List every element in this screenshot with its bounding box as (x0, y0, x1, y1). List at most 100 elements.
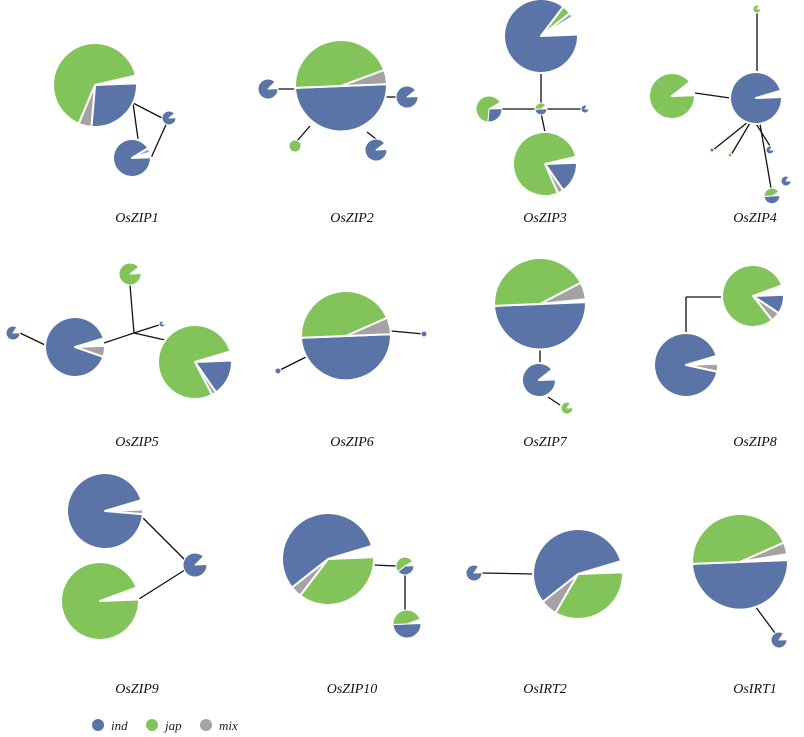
panel-label-osirt1: OsIRT1 (733, 682, 777, 697)
slice-jap (60, 561, 140, 641)
haplotype-node-osirt2-2 (465, 564, 483, 582)
slice-ind (729, 71, 783, 126)
haplotype-node-osirt1-1 (691, 513, 789, 611)
edge-oszip4-4 (759, 123, 772, 189)
slice-ind (66, 472, 144, 550)
edge-oszip7-2 (547, 396, 561, 406)
slice-jap (294, 39, 386, 89)
edge-oszip1-1 (132, 102, 163, 119)
slice-ind (653, 332, 719, 398)
slice-ind (364, 138, 388, 162)
haplotype-node-oszip3-2 (512, 131, 578, 197)
haplotype-node-oszip2-5 (288, 139, 302, 153)
panel-label-oszip8: OsZIP8 (733, 435, 777, 450)
slice-jap (691, 513, 785, 565)
haplotype-node-oszip6-2 (274, 367, 282, 375)
slice-ind (257, 78, 279, 100)
panel-label-oszip1: OsZIP1 (115, 211, 159, 226)
slice-ind (770, 631, 788, 649)
slice-jap (763, 187, 780, 197)
edge-oszip5-1 (19, 332, 46, 346)
haplotype-node-oszip3-3 (475, 95, 503, 123)
legend-swatch-jap (146, 719, 158, 731)
edge-oszip9-1 (142, 517, 189, 564)
panel-label-oszip9: OsZIP9 (115, 682, 159, 697)
slice-mix (345, 316, 392, 337)
slice-ind (763, 195, 781, 205)
haplotype-node-oszip6-1 (300, 290, 392, 382)
edge-oszip2-4 (296, 125, 311, 142)
legend-label-ind: ind (111, 718, 128, 733)
slice-ind (281, 512, 374, 589)
slice-ind (465, 564, 483, 582)
haplotype-node-oszip4-4 (765, 145, 775, 155)
haplotype-node-oszip5-1 (44, 316, 106, 378)
haplotype-node-osirt2-1 (532, 528, 624, 620)
haplotype-node-oszip9-2 (60, 561, 140, 641)
slice-ind (395, 85, 419, 109)
edge-oszip9-2 (138, 567, 189, 600)
slice-jap (721, 264, 784, 328)
panel-label-oszip6: OsZIP6 (330, 435, 374, 450)
slice-ind (580, 104, 590, 114)
slice-jap (118, 262, 142, 286)
slice-ind (691, 559, 789, 611)
slice-ind (182, 552, 208, 578)
edge-oszip10-1 (373, 564, 397, 567)
slice-ind (709, 147, 715, 153)
legend-label-mix: mix (219, 718, 238, 733)
slice-ind (5, 325, 21, 341)
haplotype-node-oszip2-4 (364, 138, 388, 162)
slice-ind (44, 316, 105, 378)
haplotype-node-oszip4-6 (780, 175, 792, 187)
slice-ind (90, 82, 138, 128)
legend-swatch-ind (92, 719, 104, 731)
legend-label-jap: jap (163, 718, 182, 733)
slice-ind (397, 565, 415, 576)
slice-ind (765, 145, 775, 155)
slice-jap (475, 95, 501, 123)
haplotype-node-oszip4-2 (648, 72, 696, 120)
panel-label-oszip5: OsZIP5 (115, 435, 159, 450)
slice-jap (299, 556, 375, 606)
slice-jap (288, 139, 302, 153)
panel-label-oszip3: OsZIP3 (523, 211, 567, 226)
haplotype-node-oszip10-1 (281, 512, 375, 606)
haplotype-node-oszip2-3 (395, 85, 419, 109)
slice-mix (540, 12, 574, 37)
legend: ind jap mix (92, 718, 238, 733)
slice-ind (532, 528, 623, 603)
haplotype-node-oszip4-3 (752, 4, 762, 14)
haplotype-node-oszip10-2 (395, 556, 415, 576)
slice-jap (648, 72, 696, 120)
haplotype-node-oszip5-2 (157, 324, 233, 400)
haplotype-nodes (5, 0, 792, 649)
haplotype-node-osirt1-2 (770, 631, 788, 649)
slice-ind (534, 108, 548, 116)
haplotype-node-oszip1-3 (161, 110, 177, 126)
haplotype-node-oszip2-1 (294, 39, 388, 133)
haplotype-node-oszip7-3 (560, 401, 574, 415)
edge-oszip5-5 (133, 332, 166, 341)
slice-ind (161, 110, 177, 126)
edge-oszip4-3 (754, 121, 771, 147)
legend-swatch-mix (200, 719, 212, 731)
haplotype-node-oszip4-8 (727, 152, 733, 158)
edge-osirt1-1 (754, 605, 776, 634)
haplotype-node-oszip4-7 (709, 147, 715, 153)
haplotype-node-oszip5-4 (5, 325, 21, 341)
slice-ind (521, 362, 557, 399)
slice-ind (158, 320, 166, 328)
panel-label-oszip2: OsZIP2 (330, 211, 374, 226)
slice-jap (52, 42, 137, 125)
slice-ind (300, 333, 392, 382)
haplotype-node-oszip6-3 (420, 330, 428, 338)
slice-mix (131, 147, 152, 159)
panel-label-osirt2: OsIRT2 (523, 682, 567, 697)
slice-mix (539, 281, 587, 305)
edge-oszip4-5 (712, 121, 749, 151)
panel-label-oszip4: OsZIP4 (733, 211, 777, 226)
edge-oszip4-2 (694, 92, 731, 99)
haplotype-node-oszip4-1 (729, 71, 783, 126)
